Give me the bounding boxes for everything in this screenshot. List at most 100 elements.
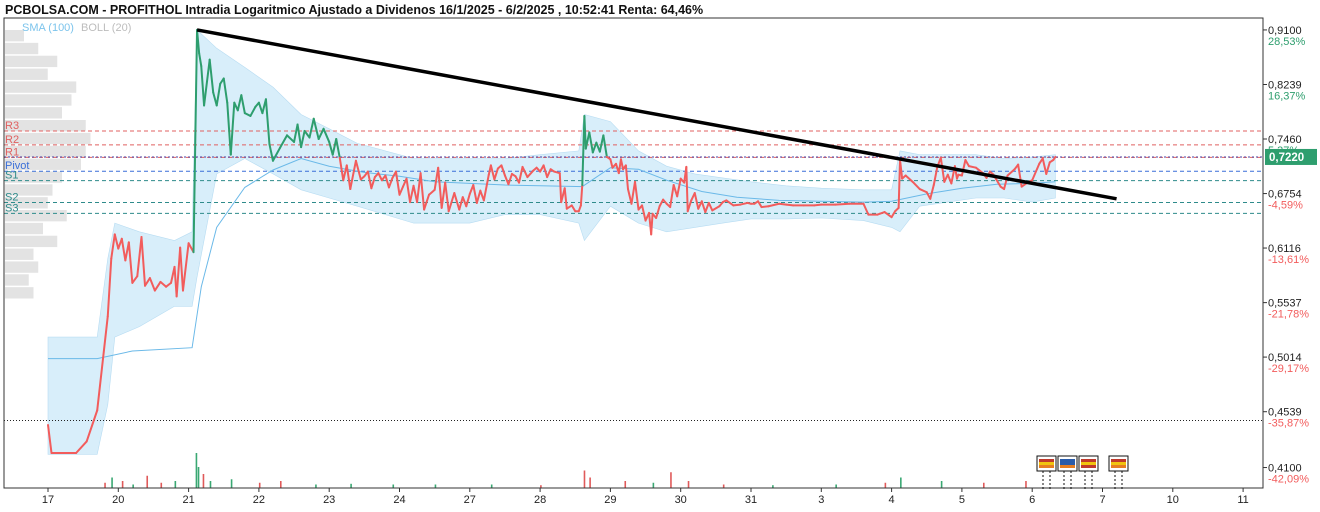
price-segment: [106, 257, 113, 318]
volume-bar: [258, 482, 261, 488]
price-segment: [453, 192, 461, 211]
price-segment: [883, 211, 893, 219]
flag-stripe: [1060, 462, 1075, 465]
volume-bar: [104, 482, 106, 488]
event-flag[interactable]: [1108, 455, 1129, 490]
price-segment: [110, 233, 116, 260]
price-segment: [354, 159, 362, 181]
level-label-r2: R2: [5, 134, 19, 146]
price-segment: [131, 275, 139, 284]
legend-boll[interactable]: BOLL (20): [81, 22, 132, 34]
event-flag[interactable]: [1078, 455, 1099, 490]
volume-profile-bar: [5, 210, 67, 222]
flag-stripe: [1039, 462, 1054, 465]
price-segment: [148, 277, 156, 292]
price-segment: [669, 184, 675, 209]
price-segment: [778, 202, 788, 206]
volume-bar: [722, 484, 725, 488]
price-segment: [192, 28, 199, 254]
price-segment: [293, 123, 299, 143]
price-segment: [300, 129, 306, 149]
price-segment: [960, 159, 967, 177]
x-tick-label: 31: [745, 494, 757, 506]
price-segment: [308, 117, 315, 139]
price-segment: [349, 159, 357, 191]
flag-stripe: [1111, 465, 1126, 468]
price-segment: [767, 202, 781, 208]
level-label-s1: S1: [5, 170, 18, 182]
price-segment: [518, 165, 524, 184]
price-segment: [583, 114, 587, 150]
event-flag[interactable]: [1057, 455, 1078, 490]
price-segment: [964, 159, 970, 168]
price-segment: [85, 409, 99, 443]
volume-bar: [583, 470, 586, 488]
price-segment: [760, 205, 770, 209]
price-segment: [588, 131, 594, 154]
volume-bar: [940, 481, 943, 488]
price-segment: [1041, 157, 1048, 175]
price-segment: [676, 177, 682, 198]
price-segment: [1006, 168, 1016, 177]
price-segment: [932, 165, 939, 187]
volume-bar: [174, 481, 177, 488]
legend-sma[interactable]: SMA (100): [22, 22, 74, 34]
price-segment: [458, 196, 464, 211]
level-label-r1: R1: [5, 146, 19, 158]
x-tick-label: 7: [1099, 494, 1105, 506]
x-tick-label: 29: [604, 494, 616, 506]
price-segment: [472, 184, 478, 204]
price-segment: [650, 212, 654, 236]
price-segment: [222, 77, 229, 104]
price-segment: [200, 65, 206, 107]
level-label-s2: S2: [5, 192, 18, 204]
volume-bar: [160, 482, 163, 488]
x-tick-label: 21: [182, 494, 194, 506]
price-segment: [243, 112, 252, 117]
price-segment: [331, 138, 338, 156]
price-segment: [711, 205, 721, 212]
event-flag[interactable]: [1036, 455, 1057, 490]
last-price-label: 0,7220: [1269, 152, 1304, 164]
y-tick-percent: -35,87%: [1268, 418, 1309, 430]
flag-stripe: [1081, 465, 1096, 468]
x-axis: 17 20 21 22 23 24 27 28 29 30 31 3 4 5 6 7 10 11: [42, 488, 1249, 506]
event-flags[interactable]: [1036, 455, 1129, 490]
volume-bar: [652, 482, 655, 488]
trendline: [196, 28, 1117, 201]
price-segment: [584, 131, 591, 150]
price-segment: [153, 280, 162, 292]
x-tick-label: 22: [253, 494, 265, 506]
indicator-legend: SMA (100) BOLL (20): [22, 22, 131, 34]
price-segment: [317, 127, 325, 141]
price-segment: [704, 201, 710, 214]
y-tick-price: 0,8239: [1268, 79, 1302, 91]
flag-stripe: [1081, 459, 1096, 462]
price-segment: [113, 233, 120, 250]
volume-bar: [434, 484, 437, 488]
price-segment: [328, 140, 334, 156]
price-segment: [655, 205, 661, 220]
price-segment: [500, 164, 506, 177]
price-segment: [296, 123, 303, 149]
price-segment: [1052, 155, 1057, 162]
price-segment: [974, 166, 984, 175]
price-segment: [465, 192, 471, 208]
volume-profile-bar: [5, 248, 34, 260]
price-segment: [286, 134, 296, 143]
price-segment: [140, 236, 147, 287]
price-segment: [862, 202, 870, 216]
volume-profile-bar: [5, 94, 72, 106]
price-segment: [693, 192, 700, 210]
price-segment: [338, 156, 345, 182]
price-segment: [918, 188, 928, 194]
price-segment: [75, 440, 88, 455]
x-tick-label: 10: [1167, 494, 1179, 506]
y-tick-percent: -42,09%: [1268, 474, 1309, 486]
volume-profile-bar: [5, 132, 91, 145]
x-tick-label: 11: [1237, 494, 1248, 506]
volume-bar: [230, 479, 233, 488]
x-tick-label: 28: [534, 494, 546, 506]
price-segment: [322, 127, 331, 143]
